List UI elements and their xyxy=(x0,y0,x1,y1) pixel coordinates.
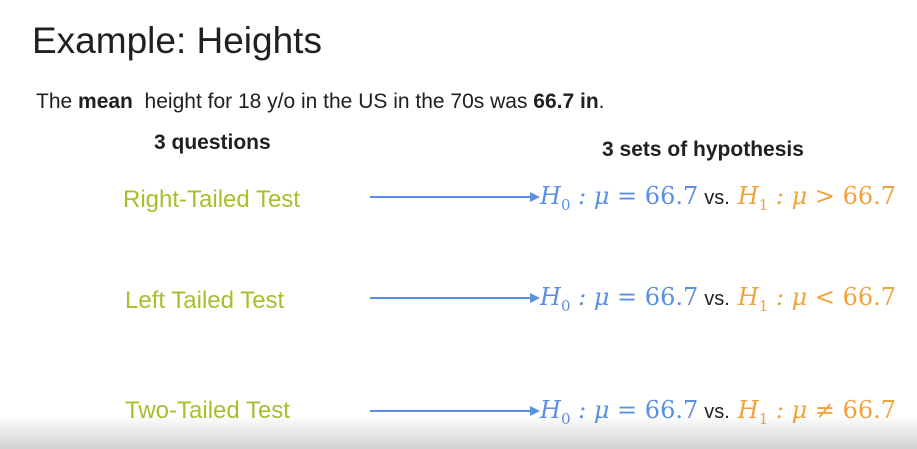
intro-middle: height for 18 y/o in the US in the 70s w… xyxy=(132,90,534,113)
questions-heading: 3 questions xyxy=(154,131,271,154)
bottom-shadow xyxy=(0,415,917,449)
vs-label: vs. xyxy=(704,288,730,310)
test-label-right-tailed: Right-Tailed Test xyxy=(123,186,300,213)
vs-label: vs. xyxy=(704,401,730,423)
intro-sentence: The mean height for 18 y/o in the US in … xyxy=(36,90,605,114)
hypothesis-right-tailed: H0 : μ = 66.7 vs. H1 : μ > 66.7 xyxy=(540,182,896,214)
arrow-right-icon xyxy=(370,293,540,303)
alternative-hypothesis: H1 : μ < 66.7 xyxy=(737,283,897,315)
intro-suffix: . xyxy=(598,90,605,113)
test-label-left-tailed: Left Tailed Test xyxy=(125,287,285,314)
intro-bold-value: 66.7 in xyxy=(533,90,599,113)
intro-prefix: The xyxy=(36,90,79,113)
arrow-right-icon xyxy=(370,406,540,416)
hypothesis-heading: 3 sets of hypothesis xyxy=(602,138,804,161)
null-hypothesis: H0 : μ = 66.7 xyxy=(540,283,699,315)
alternative-hypothesis: H1 : μ ≠ 66.7 xyxy=(737,396,897,428)
hypothesis-two-tailed: H0 : μ = 66.7vs. H1 : μ ≠ 66.7 xyxy=(540,396,896,428)
hypothesis-left-tailed: H0 : μ = 66.7 vs. H1 : μ < 66.7 xyxy=(540,283,896,315)
alternative-hypothesis: H1 : μ > 66.7 xyxy=(737,182,897,214)
arrow-right-icon xyxy=(370,192,540,202)
intro-bold-mean: mean xyxy=(78,90,133,113)
vs-label: vs. xyxy=(704,187,730,209)
page-title: Example: Heights xyxy=(32,20,322,61)
null-hypothesis: H0 : μ = 66.7 xyxy=(540,182,699,214)
null-hypothesis: H0 : μ = 66.7 xyxy=(540,396,699,428)
test-label-two-tailed: Two-Tailed Test xyxy=(125,397,290,424)
